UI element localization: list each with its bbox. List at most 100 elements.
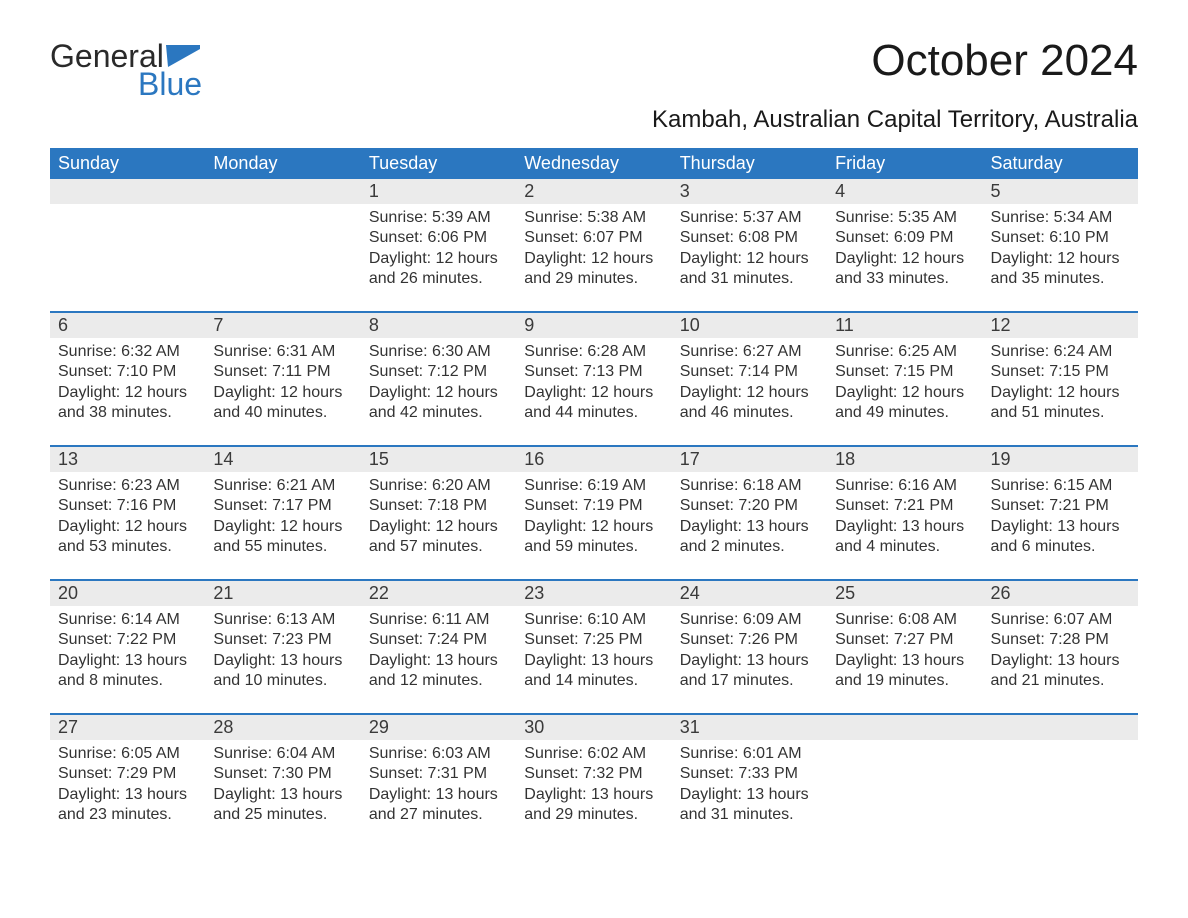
- day-number: 31: [672, 714, 827, 740]
- logo-word-2: Blue: [138, 68, 202, 100]
- sunset-line: Sunset: 7:22 PM: [58, 630, 197, 650]
- daylight-line: Daylight: 13 hours and 31 minutes.: [680, 785, 819, 826]
- day-number: 4: [827, 179, 982, 204]
- day-cell: Sunrise: 5:38 AMSunset: 6:07 PMDaylight:…: [516, 204, 671, 312]
- sunset-line: Sunset: 7:18 PM: [369, 496, 508, 516]
- sunrise-line: Sunrise: 6:21 AM: [213, 476, 352, 496]
- day-cell: Sunrise: 6:28 AMSunset: 7:13 PMDaylight:…: [516, 338, 671, 446]
- daylight-line: Daylight: 13 hours and 25 minutes.: [213, 785, 352, 826]
- sunrise-line: Sunrise: 6:24 AM: [991, 342, 1130, 362]
- sunrise-line: Sunrise: 6:19 AM: [524, 476, 663, 496]
- week-daynum-row: 20212223242526: [50, 580, 1138, 606]
- sunset-line: Sunset: 7:21 PM: [991, 496, 1130, 516]
- daylight-line: Daylight: 12 hours and 49 minutes.: [835, 383, 974, 424]
- sunrise-line: Sunrise: 6:09 AM: [680, 610, 819, 630]
- day-cell: Sunrise: 6:11 AMSunset: 7:24 PMDaylight:…: [361, 606, 516, 714]
- day-cell: Sunrise: 6:20 AMSunset: 7:18 PMDaylight:…: [361, 472, 516, 580]
- daylight-line: Daylight: 12 hours and 31 minutes.: [680, 249, 819, 290]
- location-subtitle: Kambah, Australian Capital Territory, Au…: [50, 106, 1138, 134]
- empty-cell: [205, 179, 360, 204]
- week-content-row: Sunrise: 6:32 AMSunset: 7:10 PMDaylight:…: [50, 338, 1138, 446]
- day-number: 27: [50, 714, 205, 740]
- weekday-header-row: SundayMondayTuesdayWednesdayThursdayFrid…: [50, 148, 1138, 179]
- sunset-line: Sunset: 7:25 PM: [524, 630, 663, 650]
- day-cell: Sunrise: 6:02 AMSunset: 7:32 PMDaylight:…: [516, 740, 671, 848]
- day-number: 24: [672, 580, 827, 606]
- day-cell: Sunrise: 6:21 AMSunset: 7:17 PMDaylight:…: [205, 472, 360, 580]
- daylight-line: Daylight: 13 hours and 8 minutes.: [58, 651, 197, 692]
- daylight-line: Daylight: 13 hours and 2 minutes.: [680, 517, 819, 558]
- day-number: 26: [983, 580, 1138, 606]
- day-number: 1: [361, 179, 516, 204]
- sunset-line: Sunset: 7:33 PM: [680, 764, 819, 784]
- sunset-line: Sunset: 6:06 PM: [369, 228, 508, 248]
- day-cell: Sunrise: 6:23 AMSunset: 7:16 PMDaylight:…: [50, 472, 205, 580]
- daylight-line: Daylight: 13 hours and 4 minutes.: [835, 517, 974, 558]
- day-cell: Sunrise: 6:18 AMSunset: 7:20 PMDaylight:…: [672, 472, 827, 580]
- day-cell: Sunrise: 6:19 AMSunset: 7:19 PMDaylight:…: [516, 472, 671, 580]
- day-number: 5: [983, 179, 1138, 204]
- week-daynum-row: 12345: [50, 179, 1138, 204]
- sunset-line: Sunset: 6:09 PM: [835, 228, 974, 248]
- sunrise-line: Sunrise: 6:27 AM: [680, 342, 819, 362]
- empty-cell: [983, 714, 1138, 740]
- sunrise-line: Sunrise: 6:13 AM: [213, 610, 352, 630]
- brand-logo: General Blue: [50, 40, 202, 100]
- day-cell: Sunrise: 6:05 AMSunset: 7:29 PMDaylight:…: [50, 740, 205, 848]
- daylight-line: Daylight: 13 hours and 6 minutes.: [991, 517, 1130, 558]
- daylight-line: Daylight: 13 hours and 17 minutes.: [680, 651, 819, 692]
- sunset-line: Sunset: 7:26 PM: [680, 630, 819, 650]
- sunset-line: Sunset: 7:32 PM: [524, 764, 663, 784]
- week-content-row: Sunrise: 5:39 AMSunset: 6:06 PMDaylight:…: [50, 204, 1138, 312]
- day-number: 9: [516, 312, 671, 338]
- empty-cell: [50, 204, 205, 312]
- day-cell: Sunrise: 6:16 AMSunset: 7:21 PMDaylight:…: [827, 472, 982, 580]
- empty-cell: [983, 740, 1138, 848]
- day-number: 20: [50, 580, 205, 606]
- sunrise-line: Sunrise: 6:28 AM: [524, 342, 663, 362]
- sunset-line: Sunset: 7:21 PM: [835, 496, 974, 516]
- day-cell: Sunrise: 6:07 AMSunset: 7:28 PMDaylight:…: [983, 606, 1138, 714]
- day-cell: Sunrise: 6:03 AMSunset: 7:31 PMDaylight:…: [361, 740, 516, 848]
- sunset-line: Sunset: 7:19 PM: [524, 496, 663, 516]
- day-cell: Sunrise: 6:32 AMSunset: 7:10 PMDaylight:…: [50, 338, 205, 446]
- day-cell: Sunrise: 6:01 AMSunset: 7:33 PMDaylight:…: [672, 740, 827, 848]
- sunrise-line: Sunrise: 6:16 AM: [835, 476, 974, 496]
- sunset-line: Sunset: 7:13 PM: [524, 362, 663, 382]
- day-number: 15: [361, 446, 516, 472]
- sunrise-line: Sunrise: 6:08 AM: [835, 610, 974, 630]
- sunset-line: Sunset: 6:07 PM: [524, 228, 663, 248]
- weekday-header: Friday: [827, 148, 982, 179]
- sunset-line: Sunset: 7:27 PM: [835, 630, 974, 650]
- week-content-row: Sunrise: 6:23 AMSunset: 7:16 PMDaylight:…: [50, 472, 1138, 580]
- day-number: 11: [827, 312, 982, 338]
- day-number: 12: [983, 312, 1138, 338]
- day-number: 18: [827, 446, 982, 472]
- week-daynum-row: 13141516171819: [50, 446, 1138, 472]
- sunset-line: Sunset: 7:15 PM: [991, 362, 1130, 382]
- sunset-line: Sunset: 7:14 PM: [680, 362, 819, 382]
- daylight-line: Daylight: 12 hours and 57 minutes.: [369, 517, 508, 558]
- daylight-line: Daylight: 13 hours and 10 minutes.: [213, 651, 352, 692]
- day-cell: Sunrise: 5:39 AMSunset: 6:06 PMDaylight:…: [361, 204, 516, 312]
- sunrise-line: Sunrise: 6:04 AM: [213, 744, 352, 764]
- daylight-line: Daylight: 12 hours and 38 minutes.: [58, 383, 197, 424]
- daylight-line: Daylight: 12 hours and 33 minutes.: [835, 249, 974, 290]
- daylight-line: Daylight: 12 hours and 55 minutes.: [213, 517, 352, 558]
- weekday-header: Thursday: [672, 148, 827, 179]
- daylight-line: Daylight: 12 hours and 46 minutes.: [680, 383, 819, 424]
- day-number: 6: [50, 312, 205, 338]
- sunset-line: Sunset: 6:10 PM: [991, 228, 1130, 248]
- day-number: 13: [50, 446, 205, 472]
- day-cell: Sunrise: 6:13 AMSunset: 7:23 PMDaylight:…: [205, 606, 360, 714]
- sunrise-line: Sunrise: 6:32 AM: [58, 342, 197, 362]
- document-header: General Blue October 2024: [50, 40, 1138, 100]
- sunrise-line: Sunrise: 6:30 AM: [369, 342, 508, 362]
- daylight-line: Daylight: 13 hours and 23 minutes.: [58, 785, 197, 826]
- sunrise-line: Sunrise: 6:31 AM: [213, 342, 352, 362]
- sunset-line: Sunset: 7:28 PM: [991, 630, 1130, 650]
- day-number: 2: [516, 179, 671, 204]
- sunset-line: Sunset: 7:10 PM: [58, 362, 197, 382]
- day-number: 30: [516, 714, 671, 740]
- day-cell: Sunrise: 6:04 AMSunset: 7:30 PMDaylight:…: [205, 740, 360, 848]
